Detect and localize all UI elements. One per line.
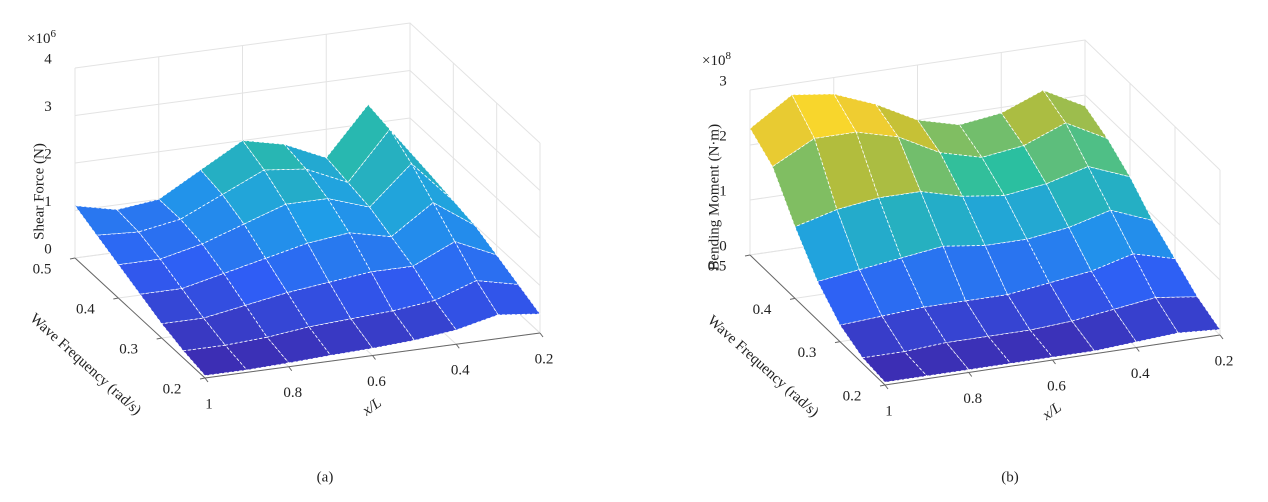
y-tick [789,297,796,300]
surface-patch [958,112,1025,158]
y-axis-line [74,257,206,379]
y-tick-label: 0.4 [753,302,772,318]
surface-patch [1155,296,1221,334]
y-axis-label: Wave Frequency (rad/s) [704,313,822,421]
z-multiplier: ×108 [702,50,731,70]
y-axis-line [749,254,886,386]
surface-patch [817,269,883,326]
x-tick [288,366,293,372]
surface-patch [858,257,925,317]
surface-patch [1007,282,1073,331]
grid-line [74,22,541,144]
x-tick [539,332,544,338]
z-axis-label: Bending Moment (N·m) [706,124,722,271]
caption: (a) [317,469,334,485]
surface-patch [862,351,928,383]
x-tick [1219,334,1224,340]
x-tick-label: 0.4 [1131,366,1150,382]
surface-patch [749,94,815,168]
z-multiplier-exponent: 6 [50,28,56,40]
x-tick-label: 0.6 [1047,378,1066,394]
y-tick [834,341,841,344]
y-tick-label: 0.3 [119,341,138,357]
y-tick-label: 0.4 [76,301,95,317]
x-axis-label: x/L [359,395,385,420]
z-tick-label: 2 [44,146,52,162]
z-tick-label: 3 [719,73,727,89]
x-tick-label: 0.2 [535,351,554,367]
z-tick-label: 3 [44,99,52,115]
y-tick [199,377,206,380]
surface-patch [881,306,947,352]
surface-patch [813,131,880,210]
surface-patch [96,231,161,266]
surface-patch [794,209,860,282]
x-axis-label: x/L [1039,399,1065,424]
y-tick [879,384,886,387]
x-tick-label: 0.4 [451,363,470,379]
surface-patch [308,318,373,356]
z-multiplier: ×106 [27,28,56,48]
y-tick [69,257,76,260]
x-tick [1052,359,1056,365]
x-tick [968,372,973,377]
x-tick-label: 0.8 [963,391,982,407]
x-tick-label: 0.6 [367,374,386,390]
z-tick-label: 1 [719,183,727,199]
z-tick-label: 4 [44,51,52,67]
x-tick-label: 1 [885,403,893,419]
surface-patch [138,218,203,260]
x-tick-label: 0.8 [283,385,302,401]
z-axis-label: Shear Force (N) [31,143,47,240]
x-tick [372,355,376,360]
y-tick [744,254,751,257]
surface-patch [392,300,457,341]
surface-patch [1042,89,1108,140]
surface-patch [182,344,248,377]
x-tick [1135,347,1140,352]
y-tick-label: 0.2 [163,381,182,397]
y-tick-label: 0.2 [843,388,862,404]
x-tick [455,343,460,349]
y-tick-label: 0.3 [798,345,817,361]
x-tick-label: 0.2 [1215,353,1234,369]
y-tick [113,297,119,300]
z-multiplier-base: ×10 [702,53,725,69]
z-multiplier-base: ×10 [27,31,50,47]
z-tick-label: 2 [719,128,727,144]
surface-patch [161,317,226,352]
surface-patch [74,205,139,236]
surface-patch [350,310,415,349]
z-tick-label: 1 [44,194,52,210]
y-axis-label: Wave Frequency (rad/s) [27,311,145,419]
surface-patch [875,103,941,154]
y-tick-label: 0.5 [708,258,727,274]
surface-patch [117,258,183,295]
y-tick-label: 0.5 [33,261,52,277]
z-multiplier-exponent: 8 [725,50,731,62]
surface-patch [265,242,330,294]
caption: (b) [1001,469,1019,485]
surface-patch [305,168,370,208]
surface-patch [432,202,498,256]
surface-patch [139,288,204,325]
z-tick-label: 0 [44,241,52,257]
x-tick-label: 1 [205,396,213,412]
surface-patch [839,315,905,359]
y-tick [156,337,162,340]
x-tick [884,384,889,390]
surface-patch [286,281,352,328]
z-tick-label: 0 [719,238,727,254]
x-tick [204,377,209,383]
